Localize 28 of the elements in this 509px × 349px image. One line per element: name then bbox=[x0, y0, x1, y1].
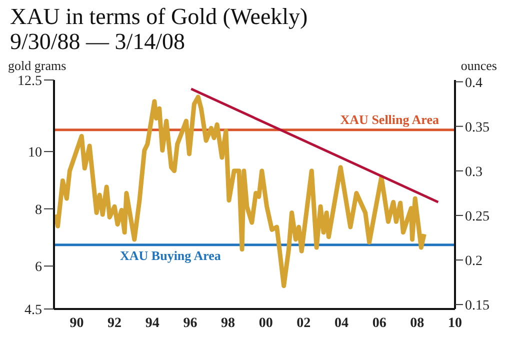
x-tick-label: 08 bbox=[410, 316, 424, 331]
y-tick-label: 10 bbox=[28, 146, 42, 161]
y2-tick-label: 0.25 bbox=[465, 209, 490, 224]
ref-line-label: XAU Buying Area bbox=[120, 248, 222, 264]
y2-tick-label: 0.15 bbox=[465, 298, 490, 314]
y2-tick-label: 0.35 bbox=[465, 120, 490, 136]
x-tick-label: 92 bbox=[108, 316, 122, 331]
ref-line-label: XAU Selling Area bbox=[340, 112, 440, 127]
x-tick-label: 02 bbox=[296, 316, 311, 331]
chart-subtitle: 9/30/88 — 3/14/08 bbox=[10, 29, 186, 55]
x-tick-label: 10 bbox=[448, 316, 462, 331]
y-axis-title: gold grams bbox=[8, 58, 66, 74]
y2-tick-label: 0.4 bbox=[465, 76, 482, 91]
y-tick-label: 6 bbox=[35, 260, 42, 276]
x-tick-label: 04 bbox=[334, 316, 349, 331]
x-tick-label: 06 bbox=[372, 316, 386, 331]
y2-tick-label: 0.2 bbox=[465, 254, 482, 269]
x-tick-label: 90 bbox=[70, 316, 84, 331]
x-tick-label: 96 bbox=[183, 316, 198, 331]
x-tick-label: 00 bbox=[258, 316, 273, 331]
chart-title: XAU in terms of Gold (Weekly) bbox=[10, 4, 308, 30]
y-tick-label: 8 bbox=[35, 202, 42, 218]
x-tick-label: 98 bbox=[221, 316, 236, 331]
y2-tick-label: 0.3 bbox=[465, 164, 482, 180]
x-tick-label: 94 bbox=[145, 316, 160, 331]
y2-axis-title: ounces bbox=[460, 58, 497, 74]
y-tick-label: 4.5 bbox=[24, 302, 42, 318]
y-tick-label: 12.5 bbox=[18, 74, 42, 89]
